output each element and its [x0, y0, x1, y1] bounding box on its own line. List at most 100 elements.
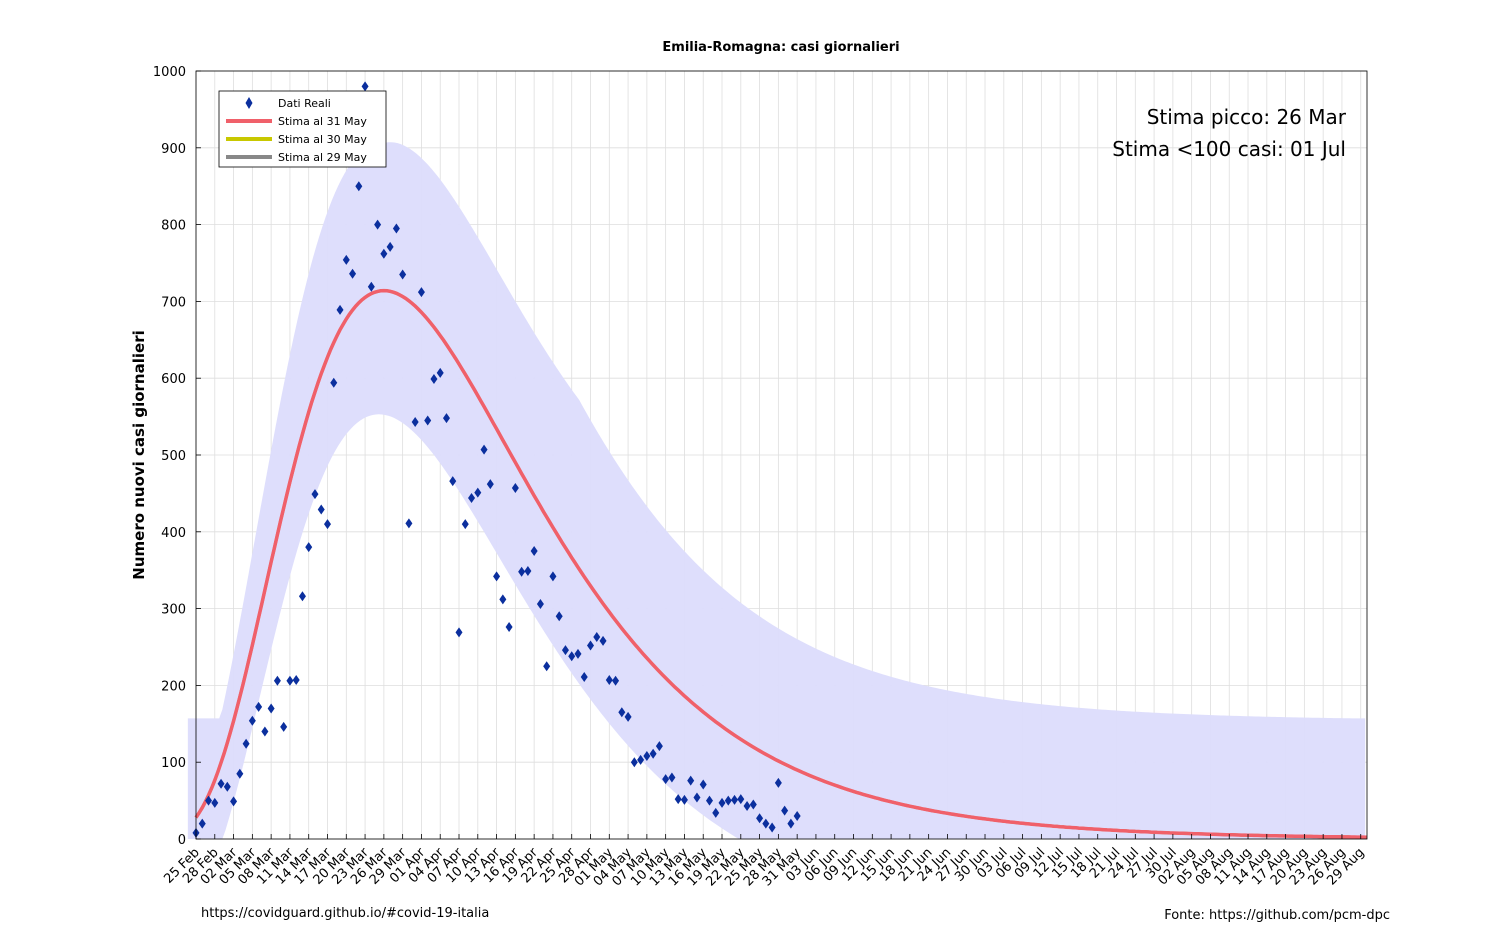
data-point — [211, 797, 219, 808]
data-point — [505, 622, 513, 633]
data-point — [330, 377, 338, 388]
annotation-below-100: Stima <100 casi: 01 Jul — [1112, 137, 1346, 161]
data-point — [349, 268, 357, 279]
data-point — [774, 777, 782, 788]
data-point — [724, 795, 732, 806]
data-point — [230, 796, 238, 807]
data-point — [530, 546, 538, 556]
data-point — [568, 651, 576, 662]
data-point — [286, 675, 294, 686]
data-point — [743, 800, 751, 811]
data-point — [543, 661, 551, 672]
data-point — [223, 781, 231, 792]
data-point — [511, 483, 519, 494]
data-point — [587, 640, 595, 651]
data-point — [618, 707, 626, 718]
data-point — [762, 818, 770, 829]
estimate-lines — [194, 288, 1368, 839]
y-tick-label: 500 — [161, 449, 186, 464]
data-point — [555, 611, 563, 622]
data-point — [411, 416, 419, 427]
data-point — [781, 805, 789, 816]
data-point — [324, 519, 332, 530]
footer-source-right: Fonte: https://github.com/pcm-dpc — [1164, 908, 1390, 923]
y-tick-label: 0 — [178, 833, 186, 848]
data-point — [499, 594, 507, 605]
data-point — [524, 565, 532, 576]
data-point — [405, 518, 413, 529]
data-point — [217, 778, 225, 789]
data-point — [273, 675, 281, 686]
y-tick-label: 400 — [161, 526, 186, 541]
data-point — [655, 741, 663, 752]
data-point — [468, 493, 476, 504]
data-point — [380, 248, 388, 259]
data-point — [386, 241, 394, 252]
data-point — [549, 571, 557, 582]
data-point — [699, 779, 707, 790]
data-point — [342, 254, 350, 265]
data-point — [442, 413, 450, 424]
data-point — [367, 281, 375, 292]
data-point — [630, 757, 638, 768]
data-point — [430, 373, 438, 384]
data-point — [392, 223, 400, 234]
y-tick-label: 900 — [161, 142, 186, 157]
data-point — [731, 794, 739, 805]
data-point — [536, 598, 544, 609]
data-point — [599, 635, 607, 646]
data-point — [399, 269, 407, 280]
y-tick-label: 100 — [161, 756, 186, 771]
data-point — [749, 799, 757, 810]
data-point — [486, 479, 494, 490]
confidence-band — [187, 142, 1366, 839]
chart-title: Emilia-Romagna: casi giornalieri — [662, 40, 899, 55]
annotation-peak: Stima picco: 26 Mar — [1147, 105, 1347, 129]
data-points — [192, 81, 801, 838]
data-point — [280, 721, 288, 732]
data-point — [668, 772, 676, 783]
data-point — [255, 701, 263, 712]
data-point — [518, 566, 526, 577]
data-point — [424, 415, 432, 426]
data-point — [236, 768, 244, 779]
data-point — [461, 519, 469, 530]
footer-source-left: https://covidguard.github.io/#covid-19-i… — [201, 906, 490, 921]
data-point — [580, 671, 588, 682]
data-point — [374, 219, 382, 230]
data-point — [261, 726, 269, 737]
data-point — [248, 715, 256, 726]
data-point — [793, 810, 801, 821]
data-point — [267, 703, 275, 714]
data-point — [756, 813, 764, 824]
data-point — [305, 542, 313, 553]
data-point — [311, 489, 319, 500]
data-point — [455, 627, 463, 638]
data-point — [561, 645, 569, 656]
data-point — [317, 504, 325, 515]
y-axis-label: Numero nuovi casi giornalieri — [130, 330, 148, 579]
estimate-line-31-may — [194, 288, 1368, 839]
legend-label-29-may: Stima al 29 May — [278, 151, 367, 164]
data-point — [480, 444, 488, 455]
data-point — [787, 818, 795, 829]
data-point — [298, 591, 306, 602]
data-point — [674, 794, 682, 805]
data-point — [612, 675, 620, 686]
data-point — [680, 794, 688, 805]
y-tick-label: 1000 — [153, 65, 186, 80]
y-tick-label: 700 — [161, 295, 186, 310]
data-point — [474, 487, 482, 498]
y-tick-label: 200 — [161, 679, 186, 694]
data-point — [662, 774, 670, 785]
confidence-band-area — [187, 142, 1366, 839]
legend-marker-dati-reali — [245, 97, 253, 109]
data-point — [693, 792, 701, 803]
data-point — [436, 367, 444, 378]
data-point — [574, 648, 582, 659]
data-point — [643, 751, 651, 762]
data-point — [649, 748, 657, 759]
data-point — [355, 181, 363, 192]
